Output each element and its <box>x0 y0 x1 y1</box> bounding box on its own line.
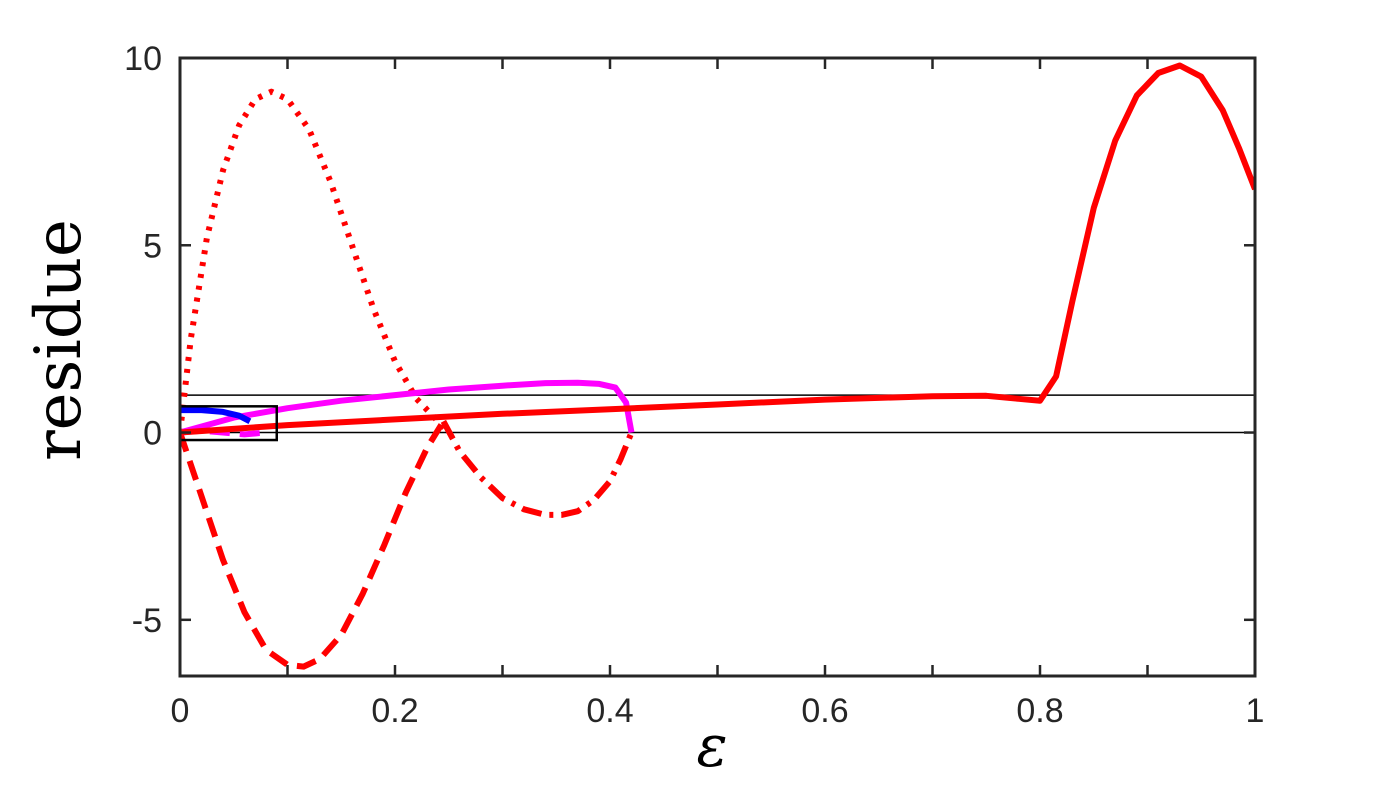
series-line-2 <box>440 419 635 518</box>
chart-axes: 0 0.2 0.4 0.6 0.8 1 -5 0 5 10 <box>124 40 1264 730</box>
y-tick-label: 0 <box>143 415 162 453</box>
x-tick-label: 1 <box>1246 692 1265 730</box>
x-tick-label: 0.2 <box>371 692 418 730</box>
axes-frame <box>178 56 1257 678</box>
x-tick-label: 0.6 <box>801 692 848 730</box>
series-line-0 <box>180 88 451 435</box>
plot-area <box>180 62 1255 670</box>
y-tick-label: 10 <box>124 40 162 78</box>
y-tick-label: -5 <box>132 602 162 640</box>
y-axis-label: residue <box>22 219 96 461</box>
x-tick-label: 0.4 <box>586 692 633 730</box>
series-line-3 <box>180 379 635 436</box>
series-line-5 <box>180 407 252 424</box>
x-tick-label: 0 <box>171 692 190 730</box>
x-axis-label: ε <box>696 712 727 780</box>
series-line-1 <box>180 419 446 670</box>
y-tick-label: 5 <box>143 227 162 265</box>
x-tick-label: 0.8 <box>1016 692 1063 730</box>
chart-marks <box>178 62 1255 670</box>
series-line-6 <box>180 62 1255 436</box>
